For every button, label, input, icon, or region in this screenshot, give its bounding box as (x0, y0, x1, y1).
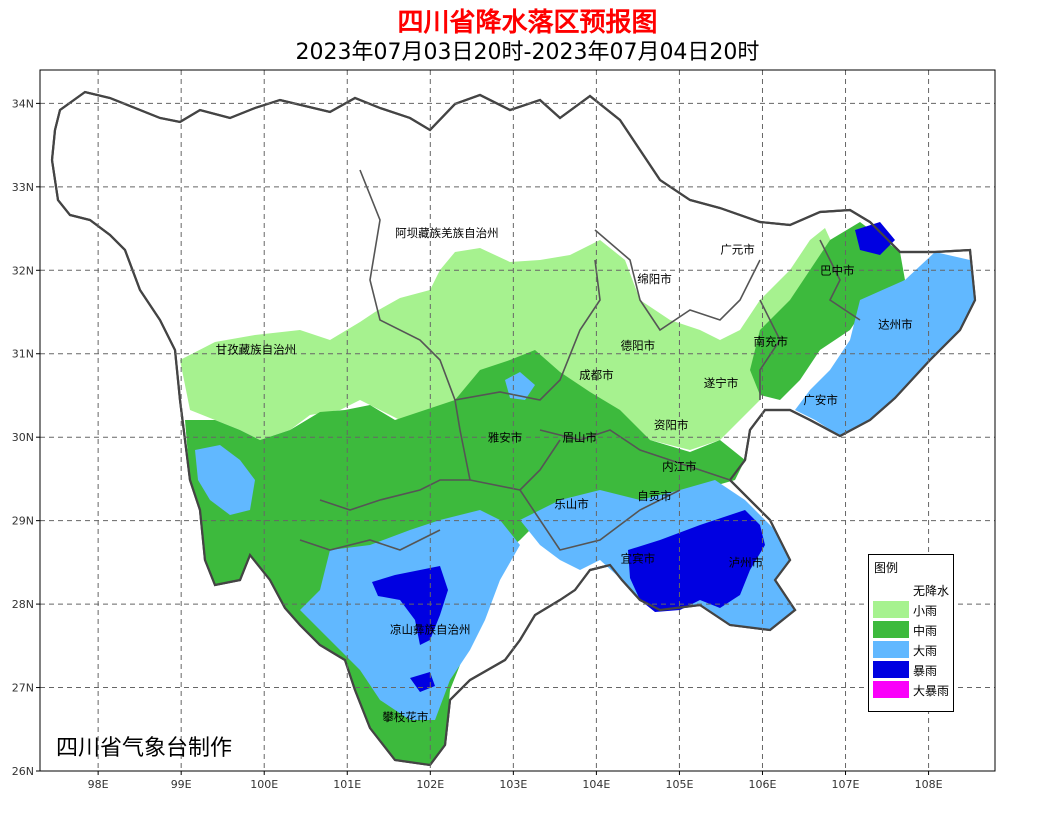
credit-label: 四川省气象台制作 (56, 736, 233, 761)
x-tick-label: 103E (499, 778, 527, 791)
y-tick-label: 32N (12, 264, 34, 277)
city-label: 绵阳市 (637, 272, 672, 286)
precipitation-zones (50, 90, 977, 767)
legend-label: 无降水 (913, 584, 950, 598)
legend-label: 大雨 (913, 644, 938, 658)
city-label: 广元市 (720, 243, 755, 257)
legend-swatch (873, 601, 909, 618)
legend-swatch (873, 621, 909, 638)
zone-heavy-rain-sw (300, 510, 520, 720)
x-tick-label: 98E (88, 778, 109, 791)
legend-item: 无降水 (873, 581, 953, 600)
zone-rainstorm-ne (855, 222, 895, 255)
legend-label: 小雨 (913, 604, 938, 618)
legend-label: 大暴雨 (913, 684, 950, 698)
city-label: 南充市 (754, 334, 789, 348)
zone-heavy-rain-w (195, 445, 255, 515)
legend: 图例 无降水小雨中雨大雨暴雨大暴雨 (868, 554, 954, 712)
city-label: 攀枝花市 (382, 710, 428, 724)
y-tick-label: 31N (12, 348, 34, 361)
city-label: 阿坝藏族羌族自治州 (395, 226, 499, 240)
city-label: 遂宁市 (704, 376, 739, 390)
city-label: 资阳市 (654, 418, 689, 432)
legend-label: 暴雨 (913, 664, 938, 678)
zone-heavy-rain-e (795, 252, 975, 436)
map-frame (39, 69, 996, 772)
city-label: 凉山彝族自治州 (390, 622, 471, 636)
city-label: 甘孜藏族自治州 (216, 343, 297, 357)
y-tick-label: 26N (12, 765, 34, 778)
x-tick-label: 106E (749, 778, 777, 791)
city-label: 自贡市 (637, 489, 672, 503)
city-label: 广安市 (803, 393, 838, 407)
y-tick-label: 33N (12, 181, 34, 194)
map-subtitle: 2023年07月03日20时-2023年07月04日20时 (295, 40, 760, 65)
legend-swatch (873, 581, 909, 598)
legend-label: 中雨 (913, 624, 938, 638)
legend-swatch (873, 661, 909, 678)
province-border (50, 90, 977, 767)
x-tick-label: 108E (915, 778, 943, 791)
city-label: 成都市 (579, 368, 614, 382)
y-tick-label: 28N (12, 598, 34, 611)
city-label: 眉山市 (563, 430, 598, 444)
city-label: 雅安市 (488, 430, 523, 444)
city-label: 泸州市 (729, 556, 764, 570)
legend-title: 图例 (874, 561, 899, 575)
city-label: 达州市 (878, 318, 913, 332)
x-tick-label: 104E (582, 778, 610, 791)
legend-item: 中雨 (873, 621, 953, 640)
map-title: 四川省降水落区预报图 (397, 8, 658, 38)
legend-item: 暴雨 (873, 661, 953, 680)
legend-swatch (873, 681, 909, 698)
city-label: 内江市 (662, 460, 697, 474)
zone-rainstorm-sw (372, 566, 448, 645)
legend-item: 大暴雨 (873, 681, 953, 700)
y-tick-label: 34N (12, 97, 34, 110)
legend-swatch (873, 641, 909, 658)
axis-ticks: 98E 99E 100E 101E 102E 103E 104E 105E 106E 107E 10… (12, 97, 943, 791)
zone-rainstorm-sw2 (410, 672, 435, 692)
x-tick-label: 101E (333, 778, 361, 791)
x-tick-label: 102E (416, 778, 444, 791)
city-label: 巴中市 (820, 263, 855, 277)
city-label: 德阳市 (621, 339, 656, 353)
legend-item: 小雨 (873, 601, 953, 620)
zone-light-rain (180, 228, 835, 450)
x-tick-label: 99E (171, 778, 192, 791)
zone-heavy-rain-c (505, 372, 535, 400)
zone-moderate-rain-ne (750, 222, 905, 400)
y-tick-label: 30N (12, 431, 34, 444)
city-label: 乐山市 (554, 497, 589, 511)
legend-item: 大雨 (873, 641, 953, 660)
y-tick-label: 27N (12, 682, 34, 695)
y-tick-label: 29N (12, 515, 34, 528)
city-label: 宜宾市 (621, 551, 656, 565)
x-tick-label: 105E (665, 778, 693, 791)
prefecture-borders (299, 169, 861, 551)
x-tick-label: 100E (250, 778, 278, 791)
zone-rainstorm-s (628, 510, 765, 612)
x-tick-label: 107E (832, 778, 860, 791)
